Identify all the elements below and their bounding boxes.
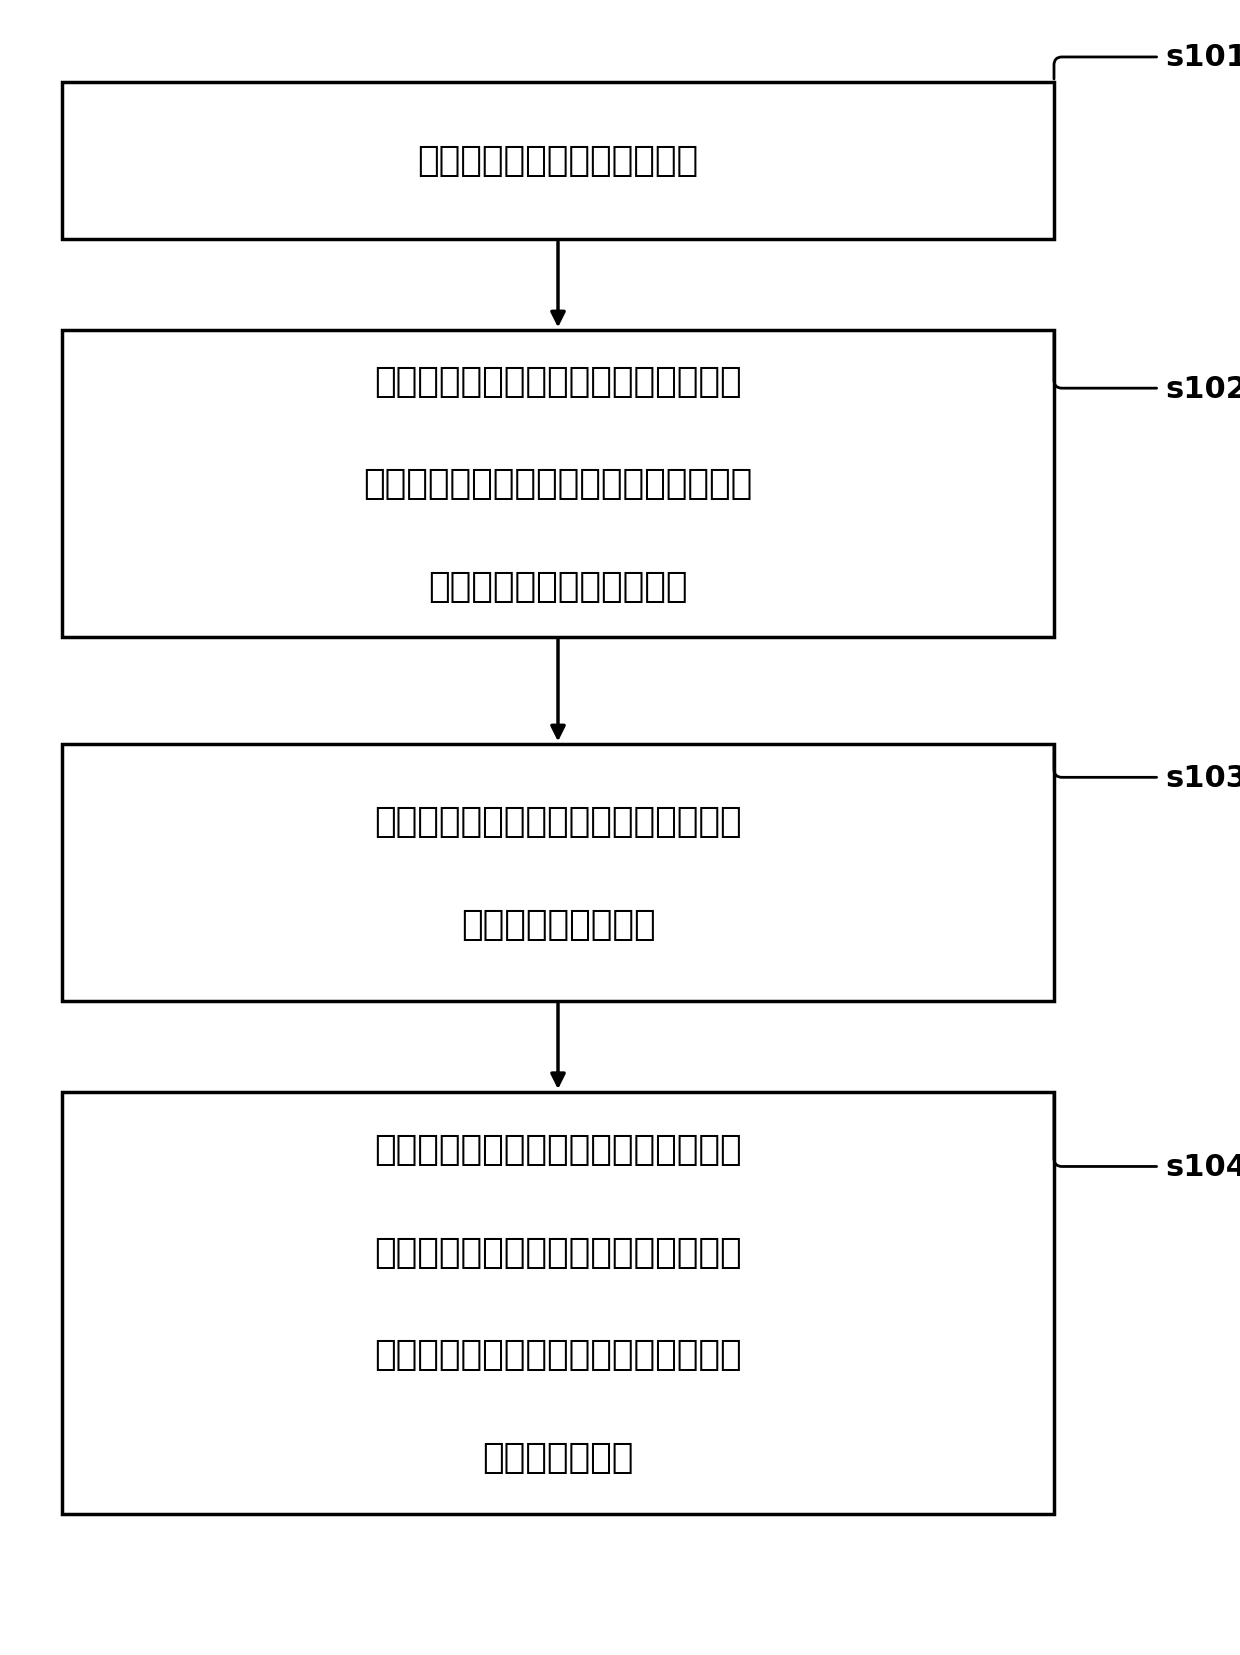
Text: 获取发动机的推力需求区域: 获取发动机的推力需求区域 — [428, 569, 688, 604]
FancyBboxPatch shape — [62, 1092, 1054, 1514]
FancyBboxPatch shape — [62, 745, 1054, 1001]
FancyBboxPatch shape — [62, 331, 1054, 637]
Text: 在低压转子换算转速控制规律曲线中确: 在低压转子换算转速控制规律曲线中确 — [374, 1132, 742, 1167]
Text: s101: s101 — [1166, 43, 1240, 73]
Text: 算转速控制规律曲线: 算转速控制规律曲线 — [461, 907, 655, 942]
Text: 确定发动机是否处于加速状态: 确定发动机是否处于加速状态 — [418, 144, 698, 179]
Text: 根据需求区域获取发动机的低压转子换: 根据需求区域获取发动机的低压转子换 — [374, 804, 742, 839]
Text: 动机的燃油流量: 动机的燃油流量 — [482, 1440, 634, 1475]
FancyBboxPatch shape — [62, 83, 1054, 240]
Text: 数满足第一预设条件，则根据实际要求，: 数满足第一预设条件，则根据实际要求， — [363, 467, 753, 501]
Text: 若发动机处于加速状态，并且飞机的参: 若发动机处于加速状态，并且飞机的参 — [374, 364, 742, 399]
Text: s104: s104 — [1166, 1152, 1240, 1182]
Text: s102: s102 — [1166, 374, 1240, 404]
Text: 定第一预设时间所对应的低压转子换算: 定第一预设时间所对应的低压转子换算 — [374, 1235, 742, 1269]
Text: s103: s103 — [1166, 763, 1240, 793]
Text: 转速，并根据低压转子换算转速计算发: 转速，并根据低压转子换算转速计算发 — [374, 1337, 742, 1372]
